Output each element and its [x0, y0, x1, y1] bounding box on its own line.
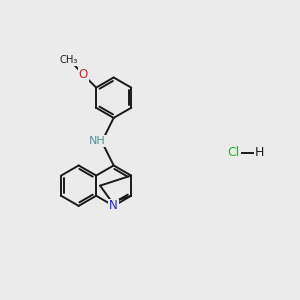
Text: Cl: Cl — [227, 146, 239, 160]
Text: NH: NH — [89, 136, 106, 146]
Text: CH₃: CH₃ — [60, 56, 78, 65]
Text: N: N — [109, 200, 118, 212]
Text: H: H — [255, 146, 264, 160]
Text: O: O — [79, 68, 88, 81]
